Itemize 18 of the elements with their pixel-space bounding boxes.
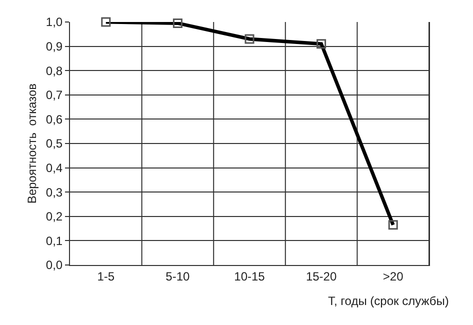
x-tick-label: 1-5 <box>97 269 115 284</box>
x-tick-label: 5-10 <box>166 269 190 284</box>
y-tick-label: 0,2 <box>46 210 63 224</box>
x-tick-label: >20 <box>382 269 404 284</box>
x-tick-label: 10-15 <box>234 269 266 284</box>
y-tick-label: 0,7 <box>46 88 63 102</box>
y-tick-label: 0,3 <box>46 185 63 200</box>
y-axis-title: Вероятность отказов <box>25 83 39 204</box>
y-tick-label: 0,9 <box>46 40 63 54</box>
y-tick-label: 0,8 <box>46 64 63 78</box>
y-tick-label: 0,0 <box>46 258 63 272</box>
y-tick-label: 0,5 <box>46 136 63 151</box>
y-tick-label: 1,0 <box>46 15 63 30</box>
y-tick-label: 0,1 <box>46 234 63 248</box>
y-tick-label: 0,4 <box>46 161 63 175</box>
x-tick-label: 15-20 <box>306 269 337 284</box>
x-axis-title: T, годы (срок службы) <box>328 294 449 308</box>
y-tick-label: 0,6 <box>46 112 63 126</box>
